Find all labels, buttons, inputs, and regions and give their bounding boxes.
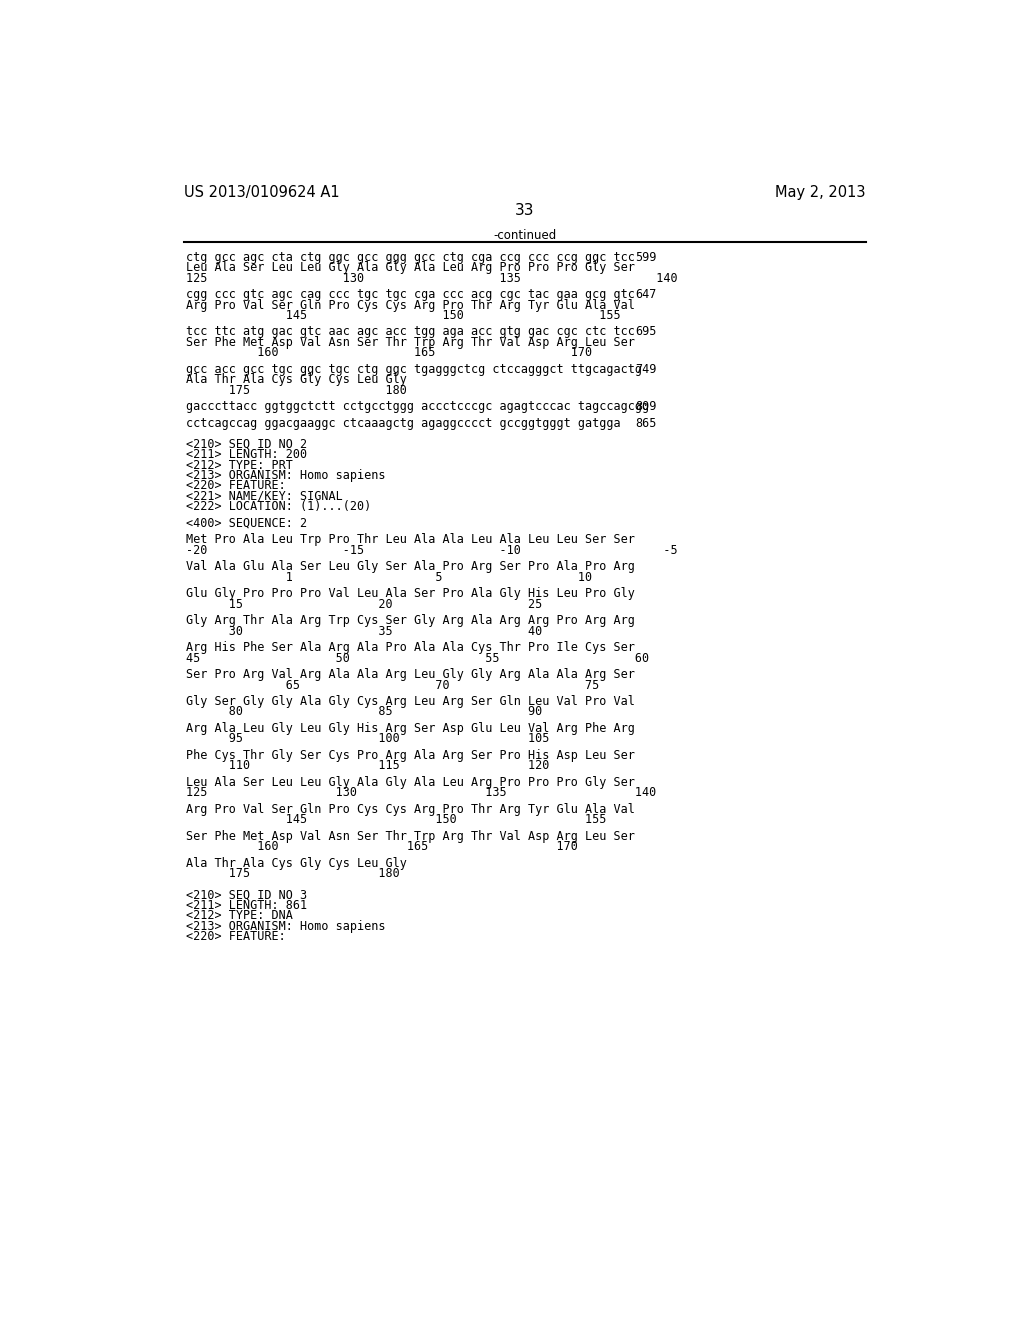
Text: <400> SEQUENCE: 2: <400> SEQUENCE: 2 [186, 517, 307, 529]
Text: 125                  130                  135                  140: 125 130 135 140 [186, 787, 656, 800]
Text: 145                  150                  155: 145 150 155 [186, 813, 606, 826]
Text: Arg Pro Val Ser Gln Pro Cys Cys Arg Pro Thr Arg Tyr Glu Ala Val: Arg Pro Val Ser Gln Pro Cys Cys Arg Pro … [186, 803, 635, 816]
Text: tcc ttc atg gac gtc aac agc acc tgg aga acc gtg gac cgc ctc tcc: tcc ttc atg gac gtc aac agc acc tgg aga … [186, 326, 635, 338]
Text: Leu Ala Ser Leu Leu Gly Ala Gly Ala Leu Arg Pro Pro Pro Gly Ser: Leu Ala Ser Leu Leu Gly Ala Gly Ala Leu … [186, 261, 635, 275]
Text: 160                  165                  170: 160 165 170 [186, 841, 578, 853]
Text: Arg Ala Leu Gly Leu Gly His Arg Ser Asp Glu Leu Val Arg Phe Arg: Arg Ala Leu Gly Leu Gly His Arg Ser Asp … [186, 722, 635, 735]
Text: 1                    5                   10: 1 5 10 [186, 570, 592, 583]
Text: Ser Phe Met Asp Val Asn Ser Thr Trp Arg Thr Val Asp Arg Leu Ser: Ser Phe Met Asp Val Asn Ser Thr Trp Arg … [186, 335, 635, 348]
Text: <211> LENGTH: 861: <211> LENGTH: 861 [186, 899, 307, 912]
Text: 175                   180: 175 180 [186, 384, 407, 396]
Text: Ser Pro Arg Val Arg Ala Ala Arg Leu Gly Gly Arg Ala Ala Arg Ser: Ser Pro Arg Val Arg Ala Ala Arg Leu Gly … [186, 668, 635, 681]
Text: 749: 749 [636, 363, 657, 376]
Text: 65                   70                   75: 65 70 75 [186, 678, 599, 692]
Text: 647: 647 [636, 288, 657, 301]
Text: 33: 33 [515, 203, 535, 218]
Text: cctcagccag ggacgaaggc ctcaaagctg agaggcccct gccggtgggt gatgga: cctcagccag ggacgaaggc ctcaaagctg agaggcc… [186, 417, 621, 430]
Text: <212> TYPE: DNA: <212> TYPE: DNA [186, 909, 293, 923]
Text: Arg Pro Val Ser Gln Pro Cys Cys Arg Pro Thr Arg Tyr Glu Ala Val: Arg Pro Val Ser Gln Pro Cys Cys Arg Pro … [186, 298, 635, 312]
Text: Val Ala Glu Ala Ser Leu Gly Ser Ala Pro Arg Ser Pro Ala Pro Arg: Val Ala Glu Ala Ser Leu Gly Ser Ala Pro … [186, 561, 635, 573]
Text: -continued: -continued [494, 230, 556, 243]
Text: <221> NAME/KEY: SIGNAL: <221> NAME/KEY: SIGNAL [186, 490, 343, 503]
Text: Ala Thr Ala Cys Gly Cys Leu Gly: Ala Thr Ala Cys Gly Cys Leu Gly [186, 374, 407, 387]
Text: Met Pro Ala Leu Trp Pro Thr Leu Ala Ala Leu Ala Leu Leu Ser Ser: Met Pro Ala Leu Trp Pro Thr Leu Ala Ala … [186, 533, 635, 546]
Text: <210> SEQ ID NO 2: <210> SEQ ID NO 2 [186, 438, 307, 451]
Text: US 2013/0109624 A1: US 2013/0109624 A1 [183, 185, 339, 201]
Text: 110                  115                  120: 110 115 120 [186, 759, 550, 772]
Text: Gly Arg Thr Ala Arg Trp Cys Ser Gly Arg Ala Arg Arg Pro Arg Arg: Gly Arg Thr Ala Arg Trp Cys Ser Gly Arg … [186, 614, 635, 627]
Text: 80                   85                   90: 80 85 90 [186, 705, 543, 718]
Text: 809: 809 [636, 400, 657, 413]
Text: 15                   20                   25: 15 20 25 [186, 598, 543, 611]
Text: Gly Ser Gly Gly Ala Gly Cys Arg Leu Arg Ser Gln Leu Val Pro Val: Gly Ser Gly Gly Ala Gly Cys Arg Leu Arg … [186, 696, 635, 708]
Text: 30                   35                   40: 30 35 40 [186, 624, 543, 638]
Text: 95                   100                  105: 95 100 105 [186, 733, 550, 746]
Text: <220> FEATURE:: <220> FEATURE: [186, 479, 286, 492]
Text: <212> TYPE: PRT: <212> TYPE: PRT [186, 459, 293, 471]
Text: 865: 865 [636, 417, 657, 430]
Text: 599: 599 [636, 251, 657, 264]
Text: 695: 695 [636, 326, 657, 338]
Text: <222> LOCATION: (1)...(20): <222> LOCATION: (1)...(20) [186, 500, 372, 513]
Text: <210> SEQ ID NO 3: <210> SEQ ID NO 3 [186, 888, 307, 902]
Text: Ala Thr Ala Cys Gly Cys Leu Gly: Ala Thr Ala Cys Gly Cys Leu Gly [186, 857, 407, 870]
Text: <220> FEATURE:: <220> FEATURE: [186, 929, 286, 942]
Text: 45                   50                   55                   60: 45 50 55 60 [186, 652, 649, 664]
Text: Phe Cys Thr Gly Ser Cys Pro Arg Ala Arg Ser Pro His Asp Leu Ser: Phe Cys Thr Gly Ser Cys Pro Arg Ala Arg … [186, 748, 635, 762]
Text: <213> ORGANISM: Homo sapiens: <213> ORGANISM: Homo sapiens [186, 469, 386, 482]
Text: -20                   -15                   -10                    -5: -20 -15 -10 -5 [186, 544, 678, 557]
Text: <211> LENGTH: 200: <211> LENGTH: 200 [186, 449, 307, 461]
Text: gcc acc gcc tgc ggc tgc ctg ggc tgagggctcg ctccagggct ttgcagactg: gcc acc gcc tgc ggc tgc ctg ggc tgagggct… [186, 363, 642, 376]
Text: gacccttacc ggtggctctt cctgcctggg accctcccgc agagtcccac tagccagcgg: gacccttacc ggtggctctt cctgcctggg accctcc… [186, 400, 649, 413]
Text: 145                   150                   155: 145 150 155 [186, 309, 621, 322]
Text: 160                   165                   170: 160 165 170 [186, 346, 592, 359]
Text: cgg ccc gtc agc cag ccc tgc tgc cga ccc acg cgc tac gaa gcg gtc: cgg ccc gtc agc cag ccc tgc tgc cga ccc … [186, 288, 635, 301]
Text: ctg gcc agc cta ctg ggc gcc ggg gcc ctg cga ccg ccc ccg ggc tcc: ctg gcc agc cta ctg ggc gcc ggg gcc ctg … [186, 251, 635, 264]
Text: <213> ORGANISM: Homo sapiens: <213> ORGANISM: Homo sapiens [186, 920, 386, 932]
Text: Ser Phe Met Asp Val Asn Ser Thr Trp Arg Thr Val Asp Arg Leu Ser: Ser Phe Met Asp Val Asn Ser Thr Trp Arg … [186, 830, 635, 843]
Text: 175                  180: 175 180 [186, 867, 400, 880]
Text: 125                   130                   135                   140: 125 130 135 140 [186, 272, 678, 285]
Text: Arg His Phe Ser Ala Arg Ala Pro Ala Ala Cys Thr Pro Ile Cys Ser: Arg His Phe Ser Ala Arg Ala Pro Ala Ala … [186, 642, 635, 655]
Text: Leu Ala Ser Leu Leu Gly Ala Gly Ala Leu Arg Pro Pro Pro Gly Ser: Leu Ala Ser Leu Leu Gly Ala Gly Ala Leu … [186, 776, 635, 789]
Text: Glu Gly Pro Pro Pro Val Leu Ala Ser Pro Ala Gly His Leu Pro Gly: Glu Gly Pro Pro Pro Val Leu Ala Ser Pro … [186, 587, 635, 601]
Text: May 2, 2013: May 2, 2013 [775, 185, 866, 201]
